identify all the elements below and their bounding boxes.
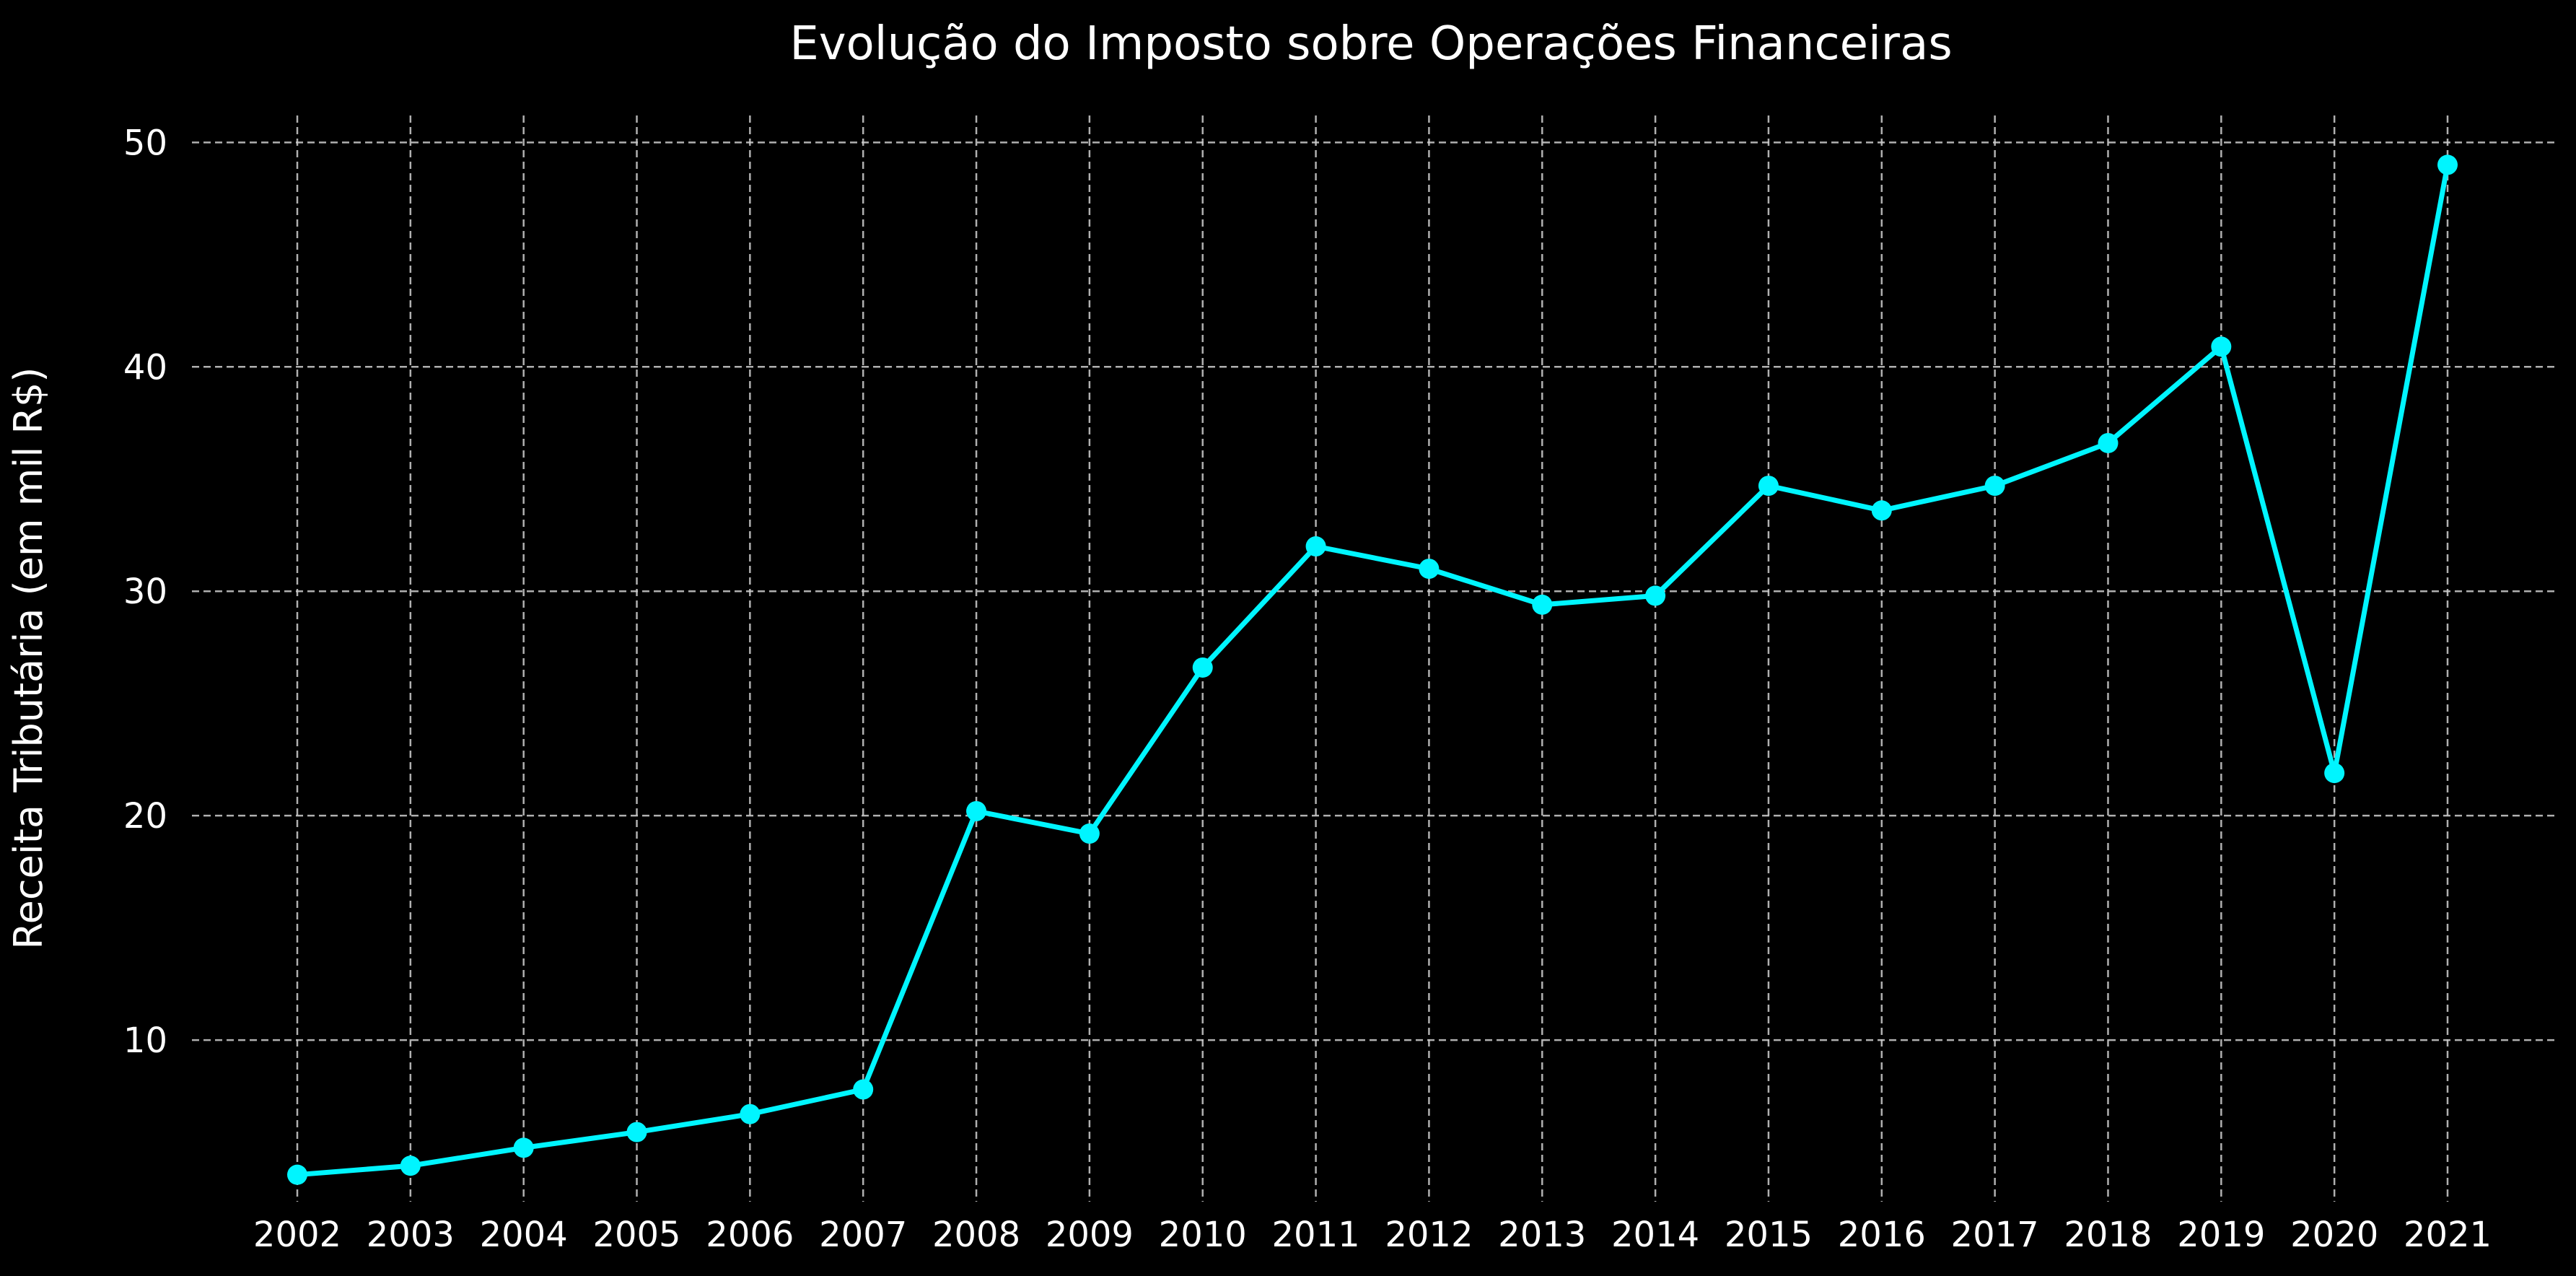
data-point (740, 1104, 761, 1124)
series-line (294, 162, 2450, 1178)
data-point (287, 1164, 307, 1185)
data-point (1984, 476, 2005, 497)
y-tick-label: 40 (123, 347, 167, 388)
x-tick-labels: 2002 2003 2004 2005 2006 2007 2008 2009 2010 2011… (253, 1215, 2492, 1255)
x-tick-label: 2019 (2177, 1215, 2265, 1255)
x-tick-label: 2021 (2404, 1215, 2492, 1255)
y-tick-label: 50 (123, 123, 167, 163)
data-point (1532, 594, 1553, 615)
data-point (966, 800, 987, 821)
x-tick-label: 2015 (1725, 1215, 1813, 1255)
x-tick-label: 2006 (706, 1215, 794, 1255)
data-point (1645, 585, 1666, 606)
data-point (1419, 559, 1440, 580)
x-tick-label: 2007 (819, 1215, 907, 1255)
data-point (2324, 763, 2345, 784)
x-tick-label: 2016 (1838, 1215, 1926, 1255)
y-axis-label: Receita Tributária (em mil R$) (6, 367, 51, 950)
y-tick-labels: 10 20 30 40 50 (123, 123, 167, 1061)
x-tick-label: 2003 (367, 1215, 455, 1255)
x-tick-label: 2012 (1385, 1215, 1473, 1255)
data-point (400, 1155, 421, 1176)
data-point (2437, 154, 2458, 175)
x-tick-label: 2009 (1046, 1215, 1134, 1255)
y-tick-label: 10 (123, 1021, 167, 1061)
data-point (853, 1079, 874, 1100)
data-point (2098, 432, 2119, 453)
x-tick-label: 2014 (1611, 1215, 1699, 1255)
data-point (1871, 500, 1892, 521)
data-point (2211, 336, 2232, 357)
series-layer (287, 154, 2458, 1185)
data-point (1305, 536, 1326, 557)
x-tick-label: 2005 (592, 1215, 680, 1255)
data-point (1192, 657, 1213, 678)
x-tick-label: 2008 (932, 1215, 1020, 1255)
x-tick-label: 2011 (1272, 1215, 1360, 1255)
data-point (1758, 476, 1779, 497)
y-tick-label: 30 (123, 572, 167, 612)
y-tick-label: 20 (123, 796, 167, 836)
x-tick-label: 2010 (1159, 1215, 1247, 1255)
x-tick-label: 2020 (2290, 1215, 2378, 1255)
data-point (1079, 823, 1100, 844)
x-tick-label: 2004 (480, 1215, 568, 1255)
x-tick-label: 2013 (1498, 1215, 1586, 1255)
x-tick-label: 2002 (253, 1215, 341, 1255)
chart-title: Evolução do Imposto sobre Operações Fina… (789, 17, 1952, 71)
data-point (626, 1122, 647, 1142)
grid-lines (192, 115, 2554, 1202)
x-tick-label: 2017 (1951, 1215, 2039, 1255)
data-point (513, 1137, 534, 1158)
x-tick-label: 2018 (2064, 1215, 2152, 1255)
